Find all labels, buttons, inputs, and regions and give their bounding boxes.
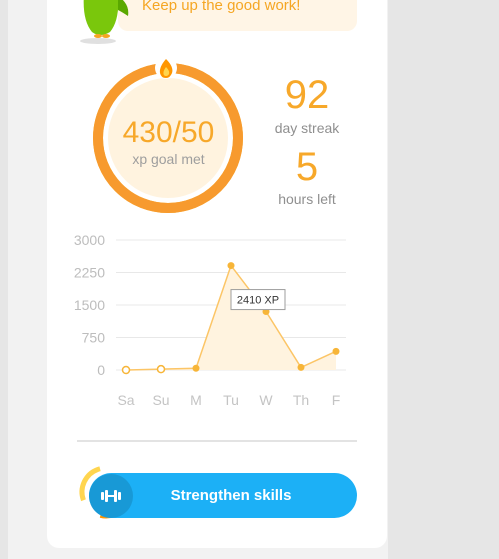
streak-count: 92 — [284, 73, 330, 117]
xp-goal-label: xp goal met — [132, 151, 205, 167]
xp-goal-ring — [93, 58, 243, 213]
section-divider — [77, 440, 357, 442]
hours-left-count: 5 — [295, 145, 319, 189]
series-area — [126, 265, 336, 370]
data-point — [121, 365, 131, 375]
weekly-xp-chart: 3000 2250 1500 750 0 Sa Su M Tu W Th F 2410 XP — [74, 232, 346, 408]
xp-goal-value: 430/50 — [122, 116, 215, 149]
x-tick-label: Sa — [117, 392, 134, 408]
hours-left-label: hours left — [278, 191, 336, 207]
tooltip-box — [230, 289, 286, 311]
y-tick-label: 3000 — [74, 232, 105, 248]
banner-message: Keep up the good work! — [142, 0, 301, 14]
dumbbell-icon — [89, 474, 133, 518]
tooltip-label: 2410 XP — [237, 295, 279, 307]
encouragement-banner — [118, 0, 357, 31]
x-tick-label: Su — [152, 392, 169, 408]
flame-icon — [155, 58, 177, 79]
x-tick-label: Th — [293, 392, 309, 408]
y-tick-label: 750 — [82, 330, 106, 346]
y-tick-label: 2250 — [74, 265, 105, 281]
data-point — [156, 364, 166, 374]
data-point — [297, 363, 305, 371]
y-tick-label: 0 — [97, 362, 105, 378]
x-tick-label: M — [190, 392, 202, 408]
streak-label: day streak — [274, 120, 340, 136]
right-gutter — [388, 0, 499, 559]
strengthen-skills-label: Strengthen skills — [170, 487, 292, 504]
strengthen-skills-button[interactable]: Strengthen skills — [89, 473, 357, 518]
data-point — [332, 347, 340, 355]
x-tick-label: W — [259, 392, 273, 408]
data-point — [192, 364, 200, 372]
data-point — [227, 262, 235, 270]
left-gutter — [0, 0, 8, 559]
x-tick-label: F — [332, 392, 341, 408]
owl-mascot — [80, 0, 129, 44]
y-tick-label: 1500 — [74, 297, 105, 313]
x-tick-label: Tu — [223, 392, 239, 408]
